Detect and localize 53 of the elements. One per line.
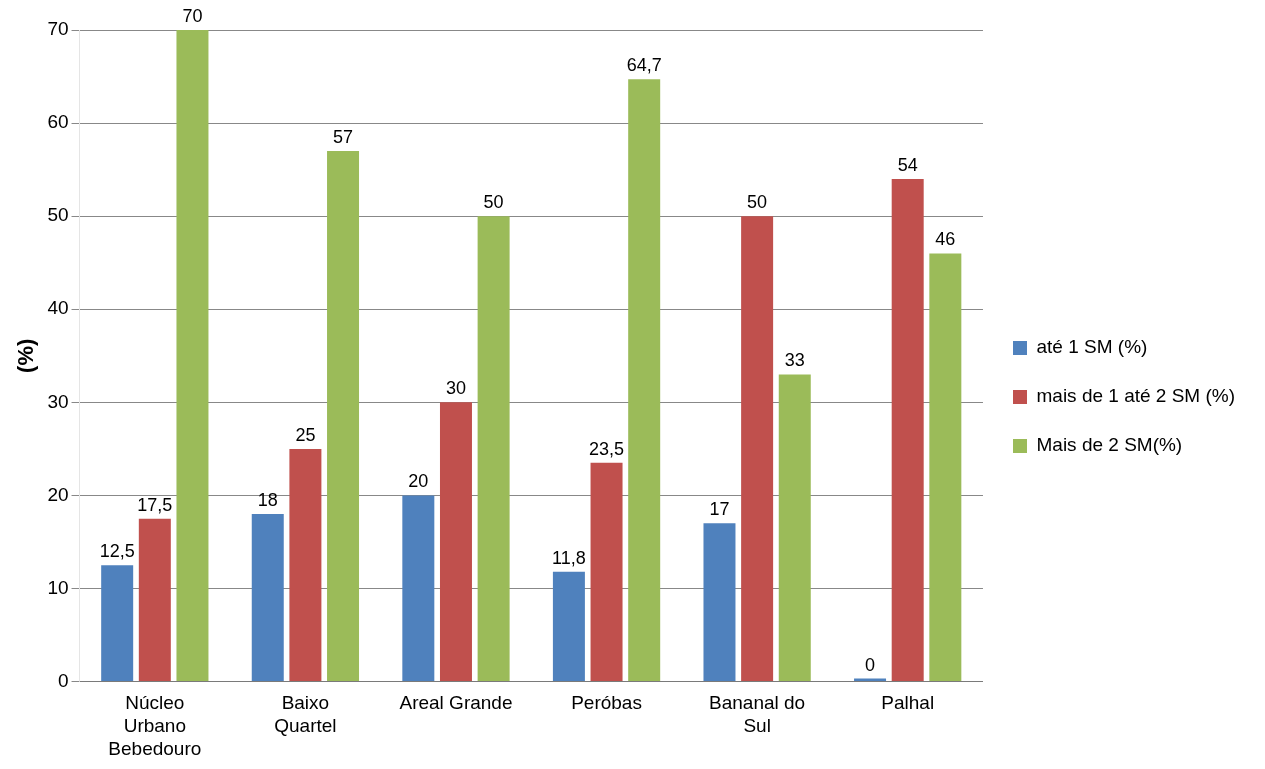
y-tick-label: 0 — [57, 669, 69, 691]
bar — [402, 495, 435, 682]
bar — [138, 518, 171, 682]
y-tick-label: 30 — [47, 390, 69, 412]
legend-label: Mais de 2 SM(%) — [1036, 434, 1183, 456]
x-tick-label: Areal Grande — [399, 692, 513, 714]
x-tick-label: Baixo Quartel — [274, 692, 337, 737]
data-label: 18 — [257, 490, 278, 511]
y-tick-label: 20 — [47, 483, 69, 505]
y-tick-label: 10 — [47, 576, 69, 598]
data-label: 20 — [408, 471, 429, 492]
x-tick-label: Peróbas — [571, 692, 642, 714]
bar — [741, 216, 774, 682]
data-label: 33 — [784, 350, 805, 371]
x-tick-label: Núcleo Urbano Bebedouro — [108, 692, 202, 759]
x-tick-label: Palhal — [881, 692, 935, 714]
bar — [327, 151, 360, 682]
bar — [477, 216, 510, 682]
bar — [590, 462, 623, 682]
y-tick-label: 40 — [47, 297, 69, 319]
data-label: 50 — [483, 192, 504, 213]
bar — [628, 79, 661, 682]
y-axis-title: (%) — [13, 338, 39, 373]
bar — [778, 374, 811, 682]
data-label: 50 — [747, 192, 768, 213]
bar — [929, 253, 962, 682]
legend-label: mais de 1 até 2 SM (%) — [1036, 385, 1236, 407]
bar — [552, 571, 585, 682]
bar — [176, 30, 209, 682]
data-label: 12,5 — [99, 541, 135, 562]
y-tick-label: 60 — [47, 111, 69, 133]
data-label: 17 — [709, 499, 730, 520]
data-label: 11,8 — [552, 547, 586, 568]
data-label: 0 — [865, 654, 876, 675]
data-label: 25 — [295, 424, 316, 445]
data-label: 23,5 — [589, 438, 625, 459]
data-label: 54 — [897, 154, 918, 175]
bar — [289, 448, 322, 682]
bar — [101, 565, 134, 682]
data-label: 64,7 — [626, 55, 662, 76]
bar — [439, 402, 472, 682]
data-label: 46 — [935, 229, 956, 250]
data-label: 30 — [445, 378, 466, 399]
bar — [891, 178, 924, 682]
legend-label: até 1 SM (%) — [1036, 336, 1148, 358]
y-tick-label: 50 — [47, 204, 69, 226]
y-tick-label: 70 — [47, 18, 69, 40]
x-tick-label: Bananal do Sul — [709, 692, 806, 737]
data-label: 57 — [333, 126, 354, 147]
data-label: 17,5 — [137, 494, 173, 515]
bar — [703, 523, 736, 682]
bar — [251, 514, 284, 682]
data-label: 70 — [182, 5, 203, 26]
